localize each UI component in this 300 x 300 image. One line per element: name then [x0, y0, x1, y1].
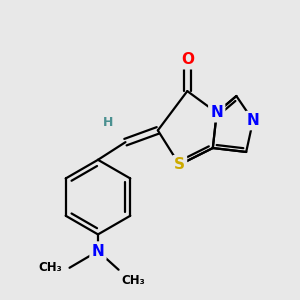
Text: S: S [174, 157, 185, 172]
Text: O: O [181, 52, 194, 67]
Text: CH₃: CH₃ [38, 261, 62, 274]
Text: H: H [103, 116, 113, 129]
Text: CH₃: CH₃ [122, 274, 145, 287]
Text: N: N [92, 244, 104, 259]
Text: N: N [247, 113, 260, 128]
Text: N: N [210, 105, 223, 120]
